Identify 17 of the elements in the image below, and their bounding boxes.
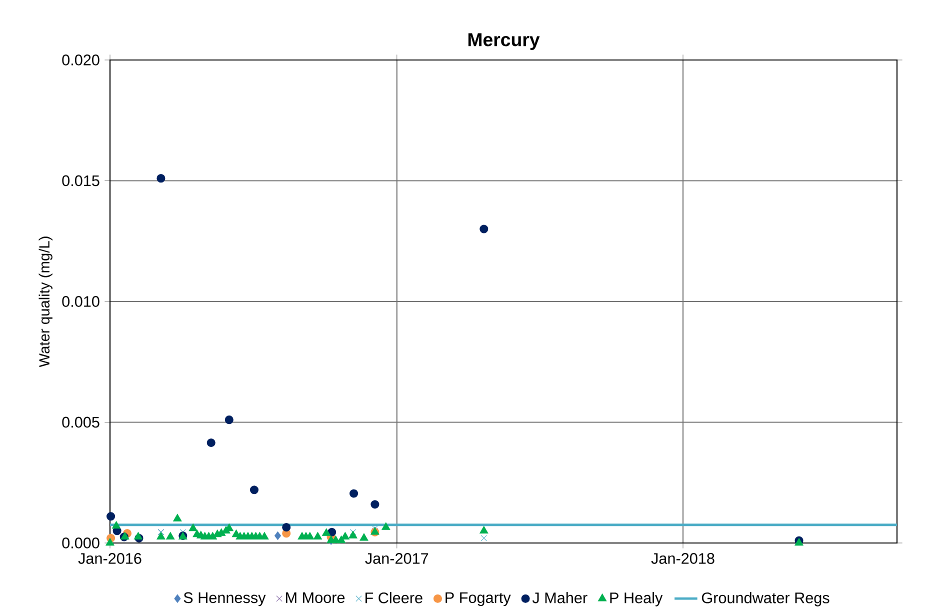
legend-label: J Maher [532,592,588,604]
y-tick-label: 0.000 [62,538,100,548]
x-tick-label: Jan-2016 [78,553,142,564]
y-tick-label: 0.015 [62,175,100,186]
y-tick-label: 0.005 [62,416,100,428]
legend-label: P Healy [610,592,663,606]
y-axis-title: Water quality (mg/L) [38,236,52,368]
legend-label: S Hennessy [184,592,266,606]
x-tick-label: Jan-2017 [365,553,428,564]
y-tick-label: 0.020 [62,54,100,66]
legend-label: F Cleere [366,592,422,604]
x-tick-label: Jan-2018 [651,553,714,564]
chart-title: Mercury [468,33,540,50]
legend-label: M Moore [286,592,345,604]
y-tick-label: 0.010 [62,296,100,307]
legend-label: Groundwater Regs [702,592,830,606]
legend-label: P Fogarty [446,592,511,606]
